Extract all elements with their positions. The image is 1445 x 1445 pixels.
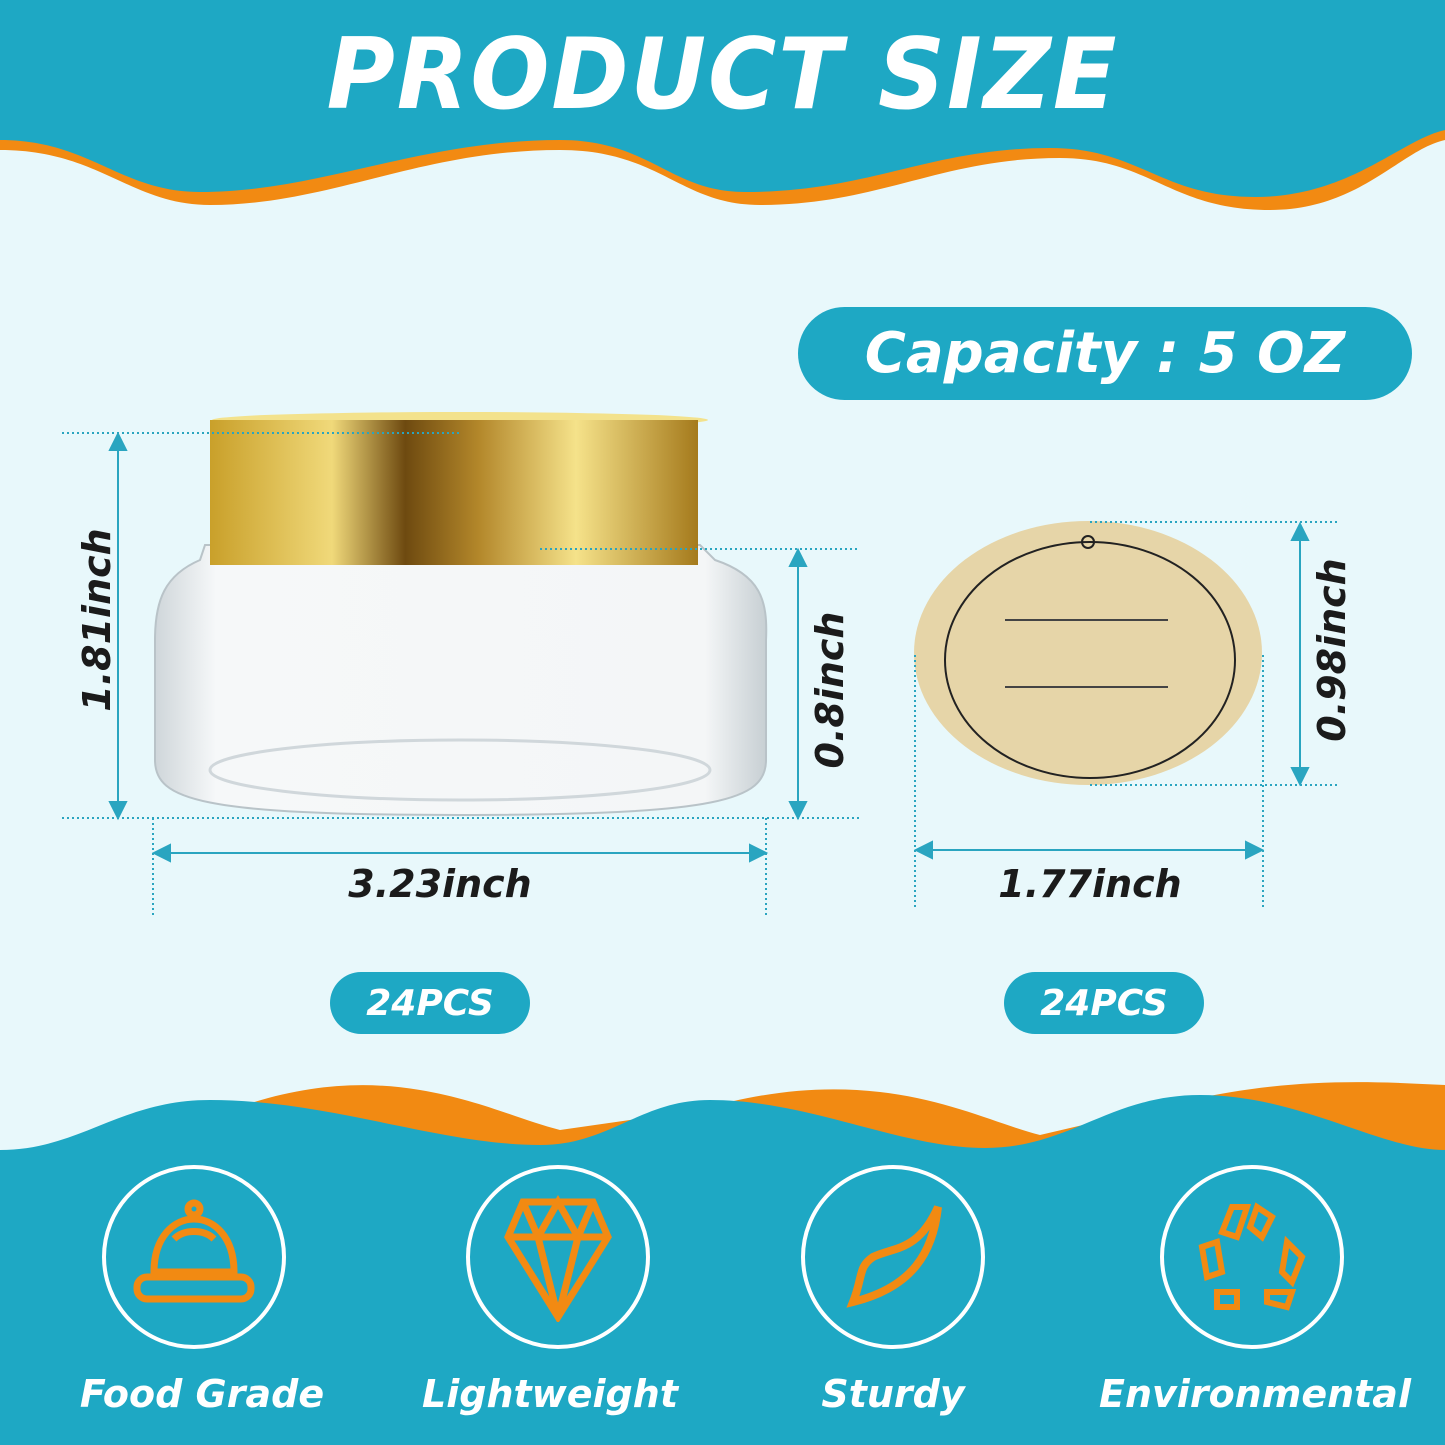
feature-label-environmental: Environmental xyxy=(1099,1372,1411,1416)
jar-body-height-label: 0.8inch xyxy=(808,611,852,769)
recycle-icon xyxy=(1198,1202,1306,1311)
feature-label-food-grade: Food Grade xyxy=(79,1372,325,1416)
capacity-badge: Capacity : 5 OZ xyxy=(798,307,1412,400)
header-wave-teal xyxy=(0,0,1445,197)
sticker-image xyxy=(914,521,1262,785)
jar-image xyxy=(154,412,768,817)
jar-quantity-badge: 24PCS xyxy=(330,972,530,1034)
sticker-height-label: 0.98inch xyxy=(1310,558,1354,742)
cloche-icon xyxy=(133,1199,255,1303)
food-grade-badge xyxy=(102,1165,286,1349)
sturdy-badge xyxy=(801,1165,985,1349)
feature-label-lightweight: Lightweight xyxy=(422,1372,678,1416)
leaf-icon xyxy=(846,1205,942,1308)
dimension-lines xyxy=(62,431,1340,915)
sticker-width-label: 1.77inch xyxy=(998,862,1182,906)
lightweight-badge xyxy=(466,1165,650,1349)
feature-label-sturdy: Sturdy xyxy=(821,1372,965,1416)
environmental-badge xyxy=(1160,1165,1344,1349)
page-title: PRODUCT SIZE xyxy=(326,18,1119,132)
jar-height-label: 1.81inch xyxy=(75,528,119,712)
sticker-quantity-badge: 24PCS xyxy=(1004,972,1204,1034)
jar-lid xyxy=(210,420,698,565)
diamond-icon xyxy=(504,1194,612,1322)
footer-wave-teal xyxy=(0,1095,1445,1445)
jar-width-label: 3.23inch xyxy=(348,862,532,906)
